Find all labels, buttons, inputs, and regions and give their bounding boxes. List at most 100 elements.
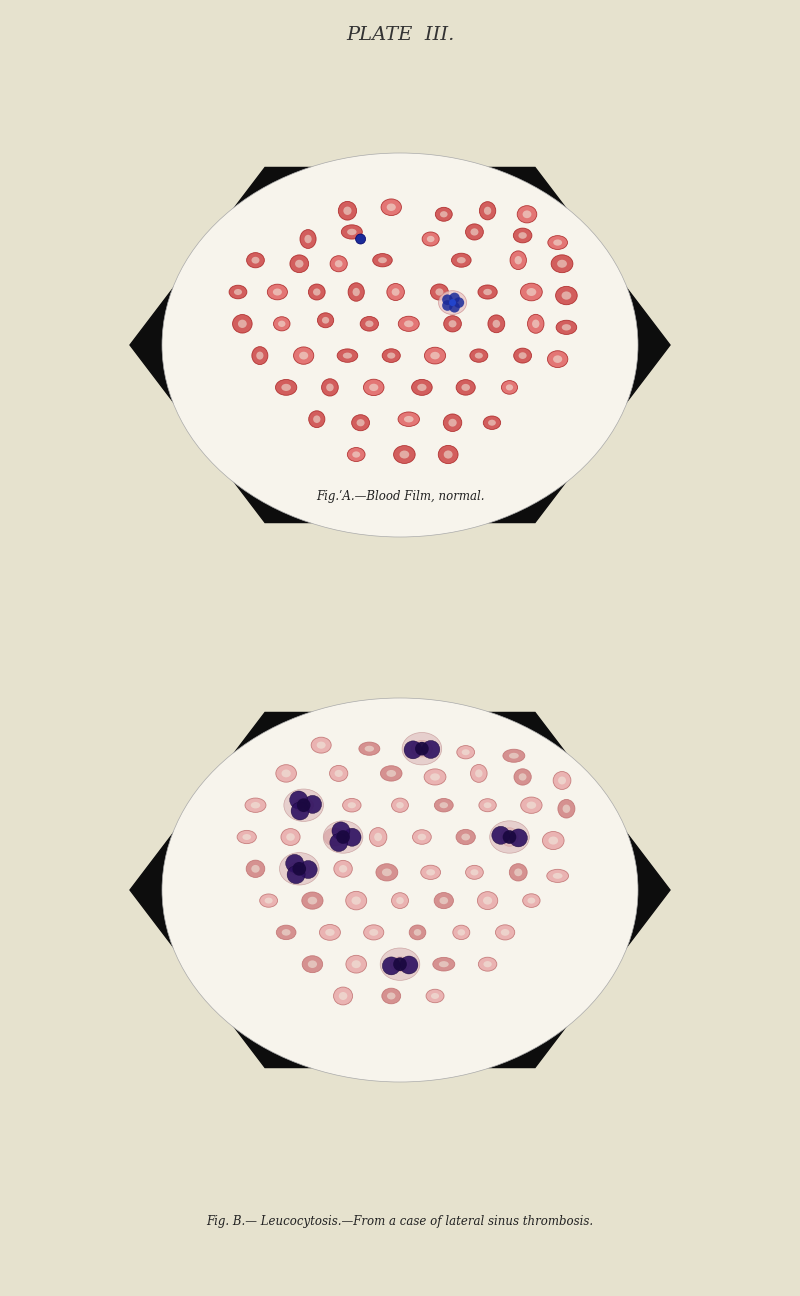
Ellipse shape bbox=[562, 292, 571, 299]
Ellipse shape bbox=[558, 776, 566, 784]
Circle shape bbox=[400, 956, 418, 975]
Ellipse shape bbox=[557, 259, 567, 268]
Ellipse shape bbox=[526, 288, 536, 295]
Ellipse shape bbox=[411, 740, 432, 757]
Ellipse shape bbox=[517, 206, 537, 223]
Ellipse shape bbox=[546, 870, 569, 883]
Ellipse shape bbox=[318, 312, 334, 328]
Ellipse shape bbox=[252, 346, 268, 364]
Circle shape bbox=[510, 829, 527, 846]
Ellipse shape bbox=[474, 353, 483, 359]
Ellipse shape bbox=[302, 892, 323, 910]
Ellipse shape bbox=[404, 320, 414, 327]
Ellipse shape bbox=[479, 202, 496, 220]
Ellipse shape bbox=[542, 832, 564, 850]
Ellipse shape bbox=[456, 380, 475, 395]
Ellipse shape bbox=[475, 770, 482, 778]
Polygon shape bbox=[130, 713, 670, 1068]
Ellipse shape bbox=[424, 769, 446, 785]
Ellipse shape bbox=[342, 224, 362, 238]
Text: PLATE  III.: PLATE III. bbox=[346, 26, 454, 44]
Ellipse shape bbox=[365, 745, 374, 752]
Ellipse shape bbox=[434, 893, 454, 908]
Ellipse shape bbox=[466, 866, 483, 879]
Ellipse shape bbox=[470, 228, 478, 236]
Ellipse shape bbox=[418, 833, 426, 840]
Ellipse shape bbox=[308, 960, 317, 968]
Ellipse shape bbox=[370, 828, 387, 846]
Ellipse shape bbox=[281, 828, 300, 845]
Ellipse shape bbox=[502, 381, 518, 394]
Ellipse shape bbox=[338, 201, 357, 220]
Ellipse shape bbox=[246, 861, 265, 877]
Circle shape bbox=[293, 862, 306, 876]
Ellipse shape bbox=[522, 894, 540, 907]
Ellipse shape bbox=[478, 285, 498, 299]
Ellipse shape bbox=[392, 288, 399, 295]
Ellipse shape bbox=[308, 897, 317, 905]
Ellipse shape bbox=[279, 853, 319, 885]
Ellipse shape bbox=[506, 833, 514, 841]
Ellipse shape bbox=[439, 962, 449, 967]
Ellipse shape bbox=[162, 699, 638, 1082]
Ellipse shape bbox=[267, 284, 287, 299]
Ellipse shape bbox=[548, 236, 567, 249]
Ellipse shape bbox=[305, 235, 312, 244]
Ellipse shape bbox=[501, 828, 518, 846]
Ellipse shape bbox=[313, 416, 321, 422]
Ellipse shape bbox=[514, 868, 522, 876]
Ellipse shape bbox=[440, 211, 448, 218]
Circle shape bbox=[442, 294, 453, 305]
Ellipse shape bbox=[373, 254, 392, 267]
Ellipse shape bbox=[438, 290, 466, 315]
Ellipse shape bbox=[246, 253, 264, 268]
Text: Fig.ʹA.—Blood Film, normal.: Fig.ʹA.—Blood Film, normal. bbox=[316, 490, 484, 503]
Ellipse shape bbox=[300, 229, 316, 249]
Circle shape bbox=[286, 854, 304, 872]
Ellipse shape bbox=[478, 892, 498, 910]
Ellipse shape bbox=[488, 315, 505, 333]
Ellipse shape bbox=[282, 929, 290, 936]
Ellipse shape bbox=[555, 286, 578, 305]
Ellipse shape bbox=[360, 316, 378, 330]
Ellipse shape bbox=[290, 255, 309, 272]
Ellipse shape bbox=[527, 898, 535, 903]
Ellipse shape bbox=[348, 802, 356, 809]
Ellipse shape bbox=[338, 991, 347, 1001]
Ellipse shape bbox=[289, 862, 310, 876]
Ellipse shape bbox=[382, 988, 401, 1004]
Ellipse shape bbox=[466, 224, 483, 240]
Ellipse shape bbox=[237, 831, 256, 844]
Ellipse shape bbox=[549, 836, 558, 845]
Ellipse shape bbox=[330, 766, 348, 781]
Ellipse shape bbox=[484, 802, 491, 809]
Ellipse shape bbox=[556, 320, 577, 334]
Ellipse shape bbox=[518, 774, 526, 780]
Ellipse shape bbox=[509, 753, 518, 758]
Ellipse shape bbox=[431, 993, 439, 999]
Ellipse shape bbox=[510, 251, 526, 270]
Ellipse shape bbox=[382, 868, 392, 876]
Ellipse shape bbox=[483, 897, 492, 905]
Ellipse shape bbox=[518, 232, 527, 238]
Ellipse shape bbox=[462, 833, 470, 840]
Ellipse shape bbox=[346, 955, 366, 973]
Ellipse shape bbox=[390, 956, 410, 972]
Circle shape bbox=[343, 828, 361, 846]
Circle shape bbox=[415, 741, 429, 756]
Ellipse shape bbox=[503, 749, 525, 762]
Ellipse shape bbox=[233, 315, 252, 333]
Ellipse shape bbox=[322, 318, 330, 324]
Circle shape bbox=[382, 956, 400, 975]
Ellipse shape bbox=[274, 316, 290, 330]
Ellipse shape bbox=[483, 289, 492, 295]
Ellipse shape bbox=[418, 745, 426, 753]
Ellipse shape bbox=[351, 960, 361, 968]
Ellipse shape bbox=[238, 320, 246, 328]
Ellipse shape bbox=[414, 929, 422, 936]
Ellipse shape bbox=[490, 820, 530, 853]
Ellipse shape bbox=[418, 384, 426, 391]
Circle shape bbox=[449, 299, 456, 306]
Ellipse shape bbox=[309, 411, 325, 428]
Ellipse shape bbox=[302, 955, 322, 972]
